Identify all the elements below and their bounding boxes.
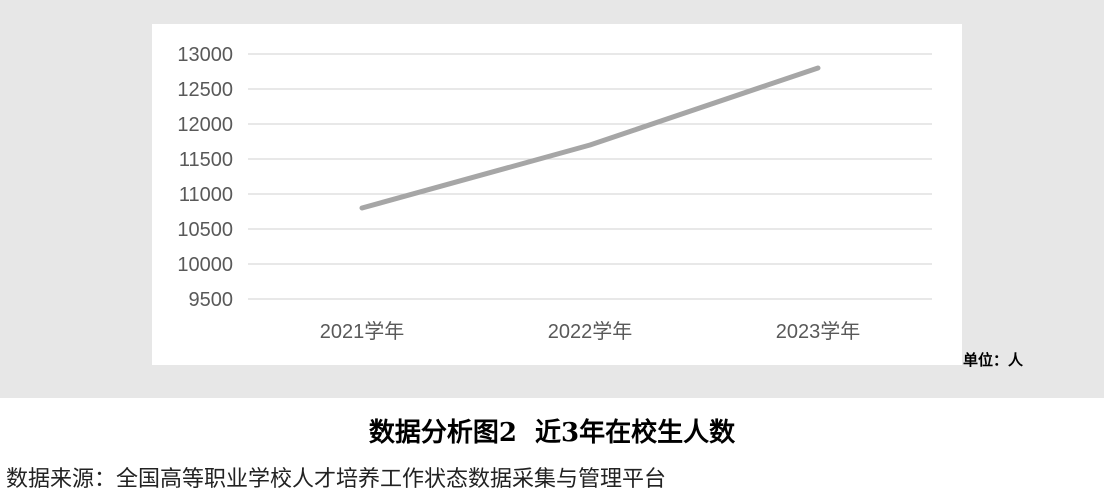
x-tick-label: 2021学年 — [320, 320, 405, 343]
chart-panel: 9500 10000 10500 11000 11500 12000 12500 13000 2… — [152, 24, 962, 365]
y-tick-label: 12000 — [177, 114, 233, 136]
y-tick-label: 11000 — [179, 184, 233, 206]
y-tick-label: 13000 — [177, 44, 233, 66]
line-chart: 9500 10000 10500 11000 11500 12000 12500 13000 2… — [177, 44, 932, 343]
y-tick-label: 11500 — [179, 149, 233, 171]
x-tick-label: 2022学年 — [548, 320, 633, 343]
series-line — [359, 65, 821, 211]
chart-title: 数据分析图2 近3年在校生人数 — [368, 418, 736, 448]
unit-label: 单位：人 — [963, 351, 1024, 369]
y-tick-label: 9500 — [189, 289, 234, 311]
y-tick-label: 10000 — [177, 254, 233, 276]
data-source-note: 数据来源：全国高等职业学校人才培养工作状态数据采集与管理平台 — [6, 467, 667, 492]
y-tick-label: 12500 — [177, 79, 233, 101]
y-tick-label: 10500 — [177, 219, 233, 241]
x-tick-label: 2023学年 — [776, 320, 861, 343]
